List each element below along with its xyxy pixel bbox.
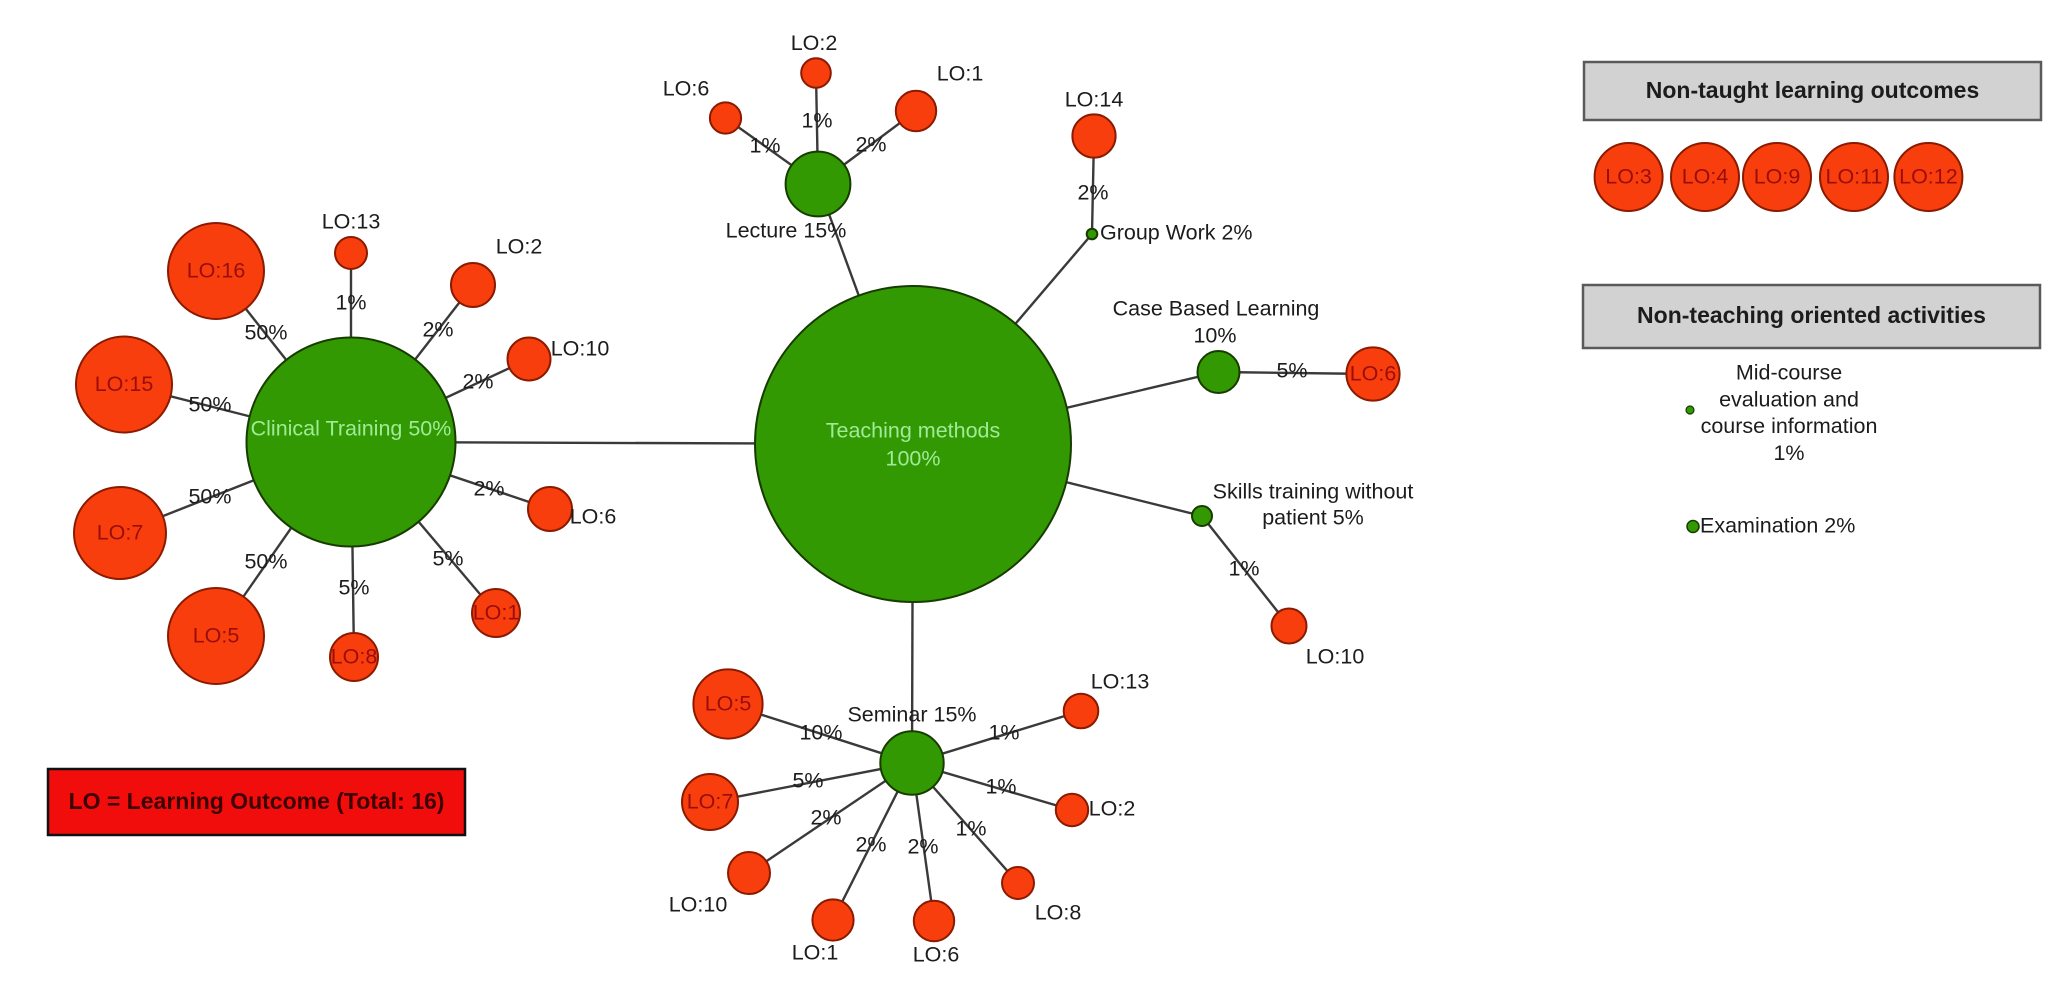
svg-text:Examination 2%: Examination 2% <box>1700 514 1855 538</box>
svg-text:LO:5: LO:5 <box>193 624 240 648</box>
svg-text:10%: 10% <box>1193 324 1236 348</box>
svg-text:LO:13: LO:13 <box>1091 670 1150 694</box>
svg-text:LO:6: LO:6 <box>913 943 960 967</box>
svg-text:LO:16: LO:16 <box>187 259 246 283</box>
svg-text:LO:8: LO:8 <box>1035 901 1082 925</box>
svg-text:2%: 2% <box>422 318 453 342</box>
svg-text:LO:14: LO:14 <box>1065 88 1124 112</box>
svg-text:Case Based Learning: Case Based Learning <box>1113 297 1320 321</box>
svg-text:1%: 1% <box>1773 441 1804 465</box>
svg-text:1%: 1% <box>1228 557 1259 581</box>
svg-text:LO:1: LO:1 <box>473 601 520 625</box>
svg-text:2%: 2% <box>855 833 886 857</box>
svg-text:Skills training without: Skills training without <box>1213 480 1414 504</box>
svg-text:evaluation and: evaluation and <box>1719 387 1859 411</box>
svg-text:Lecture 15%: Lecture 15% <box>726 219 847 243</box>
svg-text:1%: 1% <box>749 134 780 158</box>
svg-text:LO:10: LO:10 <box>669 893 728 917</box>
svg-text:1%: 1% <box>985 775 1016 799</box>
svg-text:LO:1: LO:1 <box>937 61 984 85</box>
svg-text:LO:7: LO:7 <box>97 521 144 545</box>
svg-text:LO:3: LO:3 <box>1605 165 1652 189</box>
svg-text:LO:8: LO:8 <box>331 645 378 669</box>
svg-text:LO:10: LO:10 <box>551 337 610 361</box>
svg-text:5%: 5% <box>432 547 463 571</box>
svg-text:LO:6: LO:6 <box>1350 362 1397 386</box>
svg-text:LO:13: LO:13 <box>322 210 381 234</box>
svg-text:50%: 50% <box>244 321 287 345</box>
svg-text:Clinical Training 50%: Clinical Training 50% <box>251 417 452 441</box>
svg-text:1%: 1% <box>988 721 1019 745</box>
svg-text:2%: 2% <box>1077 181 1108 205</box>
svg-text:patient 5%: patient 5% <box>1262 506 1364 530</box>
svg-text:2%: 2% <box>462 370 493 394</box>
svg-text:1%: 1% <box>335 291 366 315</box>
svg-text:50%: 50% <box>244 550 287 574</box>
svg-text:Group Work 2%: Group Work 2% <box>1100 221 1253 245</box>
svg-text:LO:2: LO:2 <box>496 235 543 259</box>
svg-text:Mid-course: Mid-course <box>1736 361 1842 385</box>
svg-text:LO:12: LO:12 <box>1899 165 1958 189</box>
svg-text:LO:10: LO:10 <box>1306 645 1365 669</box>
svg-text:LO = Learning Outcome (Total:: LO = Learning Outcome (Total: 16) <box>69 788 445 814</box>
svg-text:1%: 1% <box>955 817 986 841</box>
svg-text:Non-taught learning outcomes: Non-taught learning outcomes <box>1646 77 1980 103</box>
svg-text:2%: 2% <box>907 835 938 859</box>
svg-text:Teaching methods: Teaching methods <box>826 419 1001 443</box>
svg-text:2%: 2% <box>810 806 841 830</box>
svg-text:5%: 5% <box>792 769 823 793</box>
svg-text:LO:2: LO:2 <box>1089 797 1136 821</box>
svg-text:LO:6: LO:6 <box>570 505 617 529</box>
svg-text:LO:6: LO:6 <box>663 77 710 101</box>
svg-text:LO:2: LO:2 <box>791 31 838 55</box>
svg-text:LO:11: LO:11 <box>1826 165 1883 189</box>
svg-text:5%: 5% <box>1276 359 1307 383</box>
svg-text:50%: 50% <box>188 393 231 417</box>
svg-text:LO:15: LO:15 <box>95 372 154 396</box>
svg-text:2%: 2% <box>473 477 504 501</box>
svg-text:5%: 5% <box>338 576 369 600</box>
svg-text:LO:1: LO:1 <box>792 941 839 965</box>
svg-text:1%: 1% <box>801 109 832 133</box>
svg-text:50%: 50% <box>188 485 231 509</box>
svg-text:LO:5: LO:5 <box>705 692 752 716</box>
svg-text:10%: 10% <box>799 721 842 745</box>
svg-text:LO:7: LO:7 <box>687 790 734 814</box>
svg-text:2%: 2% <box>855 133 886 157</box>
svg-text:Seminar 15%: Seminar 15% <box>847 703 976 727</box>
svg-text:course information: course information <box>1701 414 1878 438</box>
svg-text:LO:4: LO:4 <box>1682 165 1729 189</box>
svg-text:Non-teaching oriented activiti: Non-teaching oriented activities <box>1637 302 1986 328</box>
svg-text:100%: 100% <box>886 447 941 471</box>
svg-text:LO:9: LO:9 <box>1754 165 1801 189</box>
